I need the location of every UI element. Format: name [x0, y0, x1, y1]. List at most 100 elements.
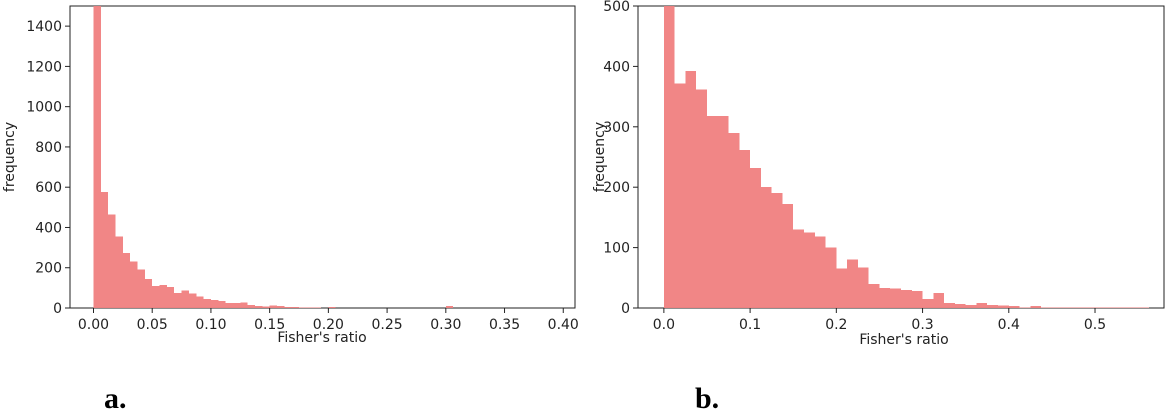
histogram-bar	[868, 283, 880, 308]
x-ticks: 0.0 0.1 0.2 0.3 0.4 0.5	[653, 308, 1106, 333]
histogram-bar	[269, 305, 277, 308]
histogram-bar	[793, 229, 804, 308]
x-tick-label: 0.1	[739, 317, 761, 333]
histogram-bar	[291, 307, 300, 308]
histogram-bar	[225, 302, 233, 308]
histogram-bar	[847, 259, 858, 308]
histogram-bar	[987, 304, 999, 308]
histogram-bar	[1019, 307, 1031, 308]
histogram-bar	[879, 288, 891, 308]
x-axis-title: Fisher's ratio	[277, 330, 366, 346]
x-ticks: 0.00 0.05 0.10 0.15 0.20 0.25 0.30 0.35 0.40	[78, 308, 579, 333]
x-tick-label: 0.10	[195, 317, 226, 333]
histogram-bar	[262, 306, 270, 308]
x-tick-label: 0.20	[313, 317, 344, 333]
panel-label-b: b.	[695, 382, 719, 414]
histogram-bar	[203, 298, 211, 308]
y-tick-label: 100	[603, 241, 630, 257]
histogram-bar	[188, 293, 197, 308]
y-tick-label: 300	[603, 120, 630, 136]
x-tick-label: 0.5	[1084, 317, 1106, 333]
y-tick-label: 500	[603, 0, 630, 15]
histogram-bar	[240, 302, 248, 308]
histogram-bar	[1127, 307, 1139, 308]
histogram-bar	[965, 304, 977, 308]
histogram-bar	[750, 167, 761, 308]
histogram-bar	[1041, 307, 1052, 308]
histogram-bar	[152, 285, 160, 308]
histogram-bar	[115, 236, 123, 308]
bars-group	[93, 6, 564, 308]
x-tick-label: 0.4	[998, 317, 1020, 333]
histogram-bar	[247, 304, 255, 308]
bars-group	[663, 6, 1149, 309]
y-tick-label: 0	[53, 301, 62, 317]
histogram-bar	[717, 115, 729, 309]
x-tick-label: 0.15	[254, 317, 285, 333]
y-tick-label: 1000	[26, 100, 62, 116]
histogram-bar	[122, 253, 131, 308]
histogram-bar	[954, 303, 966, 308]
histogram-bar	[1051, 307, 1063, 308]
panel-label-a: a.	[104, 382, 127, 414]
histogram-bar	[933, 292, 945, 308]
histogram-bar	[857, 267, 869, 308]
histogram-bar	[771, 193, 783, 308]
y-ticks: 0 100 200 300 400 500	[603, 0, 638, 317]
histogram-bar	[901, 289, 912, 308]
y-tick-label: 400	[35, 220, 62, 236]
histogram-bar	[210, 299, 219, 308]
histogram-bar	[998, 305, 1009, 308]
histogram-bar	[836, 268, 848, 308]
histogram-bar	[1030, 306, 1042, 308]
histogram-bar	[232, 303, 241, 308]
histogram-bar	[1095, 307, 1106, 308]
y-tick-label: 600	[35, 180, 62, 196]
histogram-bar	[760, 187, 772, 308]
x-tick-label: 0.30	[430, 317, 461, 333]
x-tick-label: 0.05	[137, 317, 168, 333]
y-tick-label: 1400	[26, 19, 62, 35]
histogram-bar	[1138, 307, 1149, 308]
histogram-bar	[174, 292, 182, 308]
histogram-bar	[196, 296, 204, 308]
x-tick-label: 0.00	[78, 317, 109, 333]
histogram-bar	[1116, 307, 1128, 308]
histogram-bar	[1073, 307, 1085, 308]
histogram-panel-b: 0.0 0.1 0.2 0.3 0.4 0.5 0 100 200 300 400 500 Fish…	[592, 0, 1165, 414]
histogram-bar	[108, 214, 116, 308]
histogram-bar	[1008, 306, 1020, 308]
histogram-bar	[1084, 307, 1096, 308]
histogram-bar	[181, 290, 189, 308]
histogram-bar	[254, 305, 263, 308]
x-tick-label: 0.3	[911, 317, 933, 333]
x-tick-label: 0.35	[489, 317, 520, 333]
histogram-bar	[166, 286, 175, 308]
histogram-bar	[93, 6, 101, 308]
y-axis-title: frequency	[2, 122, 18, 192]
histogram-bar	[944, 303, 955, 308]
plot-frame	[69, 5, 576, 309]
y-tick-label: 0	[621, 301, 630, 317]
histogram-bar	[130, 261, 138, 308]
histogram-bar	[663, 6, 675, 308]
histogram-panel-a: 0.00 0.05 0.10 0.15 0.20 0.25 0.30 0.35 0.40 0 20…	[2, 5, 579, 414]
histogram-bar	[159, 284, 167, 308]
y-ticks: 0 200 400 600 800 1000 1200 1400	[26, 19, 70, 317]
histogram-bar	[1062, 307, 1074, 308]
y-axis-title: frequency	[592, 122, 608, 192]
histogram-bar	[976, 303, 988, 308]
y-tick-label: 1200	[26, 59, 62, 75]
histogram-bar	[445, 305, 454, 308]
histogram-bar	[1105, 307, 1117, 308]
y-tick-label: 200	[35, 261, 62, 277]
x-tick-label: 0.40	[548, 317, 579, 333]
histogram-bar	[803, 232, 815, 308]
histogram-bar	[922, 298, 934, 308]
y-tick-label: 200	[603, 180, 630, 196]
x-axis-title: Fisher's ratio	[859, 332, 948, 348]
histogram-bar	[825, 247, 837, 308]
x-tick-label: 0.0	[653, 317, 675, 333]
histogram-bar	[328, 307, 336, 308]
